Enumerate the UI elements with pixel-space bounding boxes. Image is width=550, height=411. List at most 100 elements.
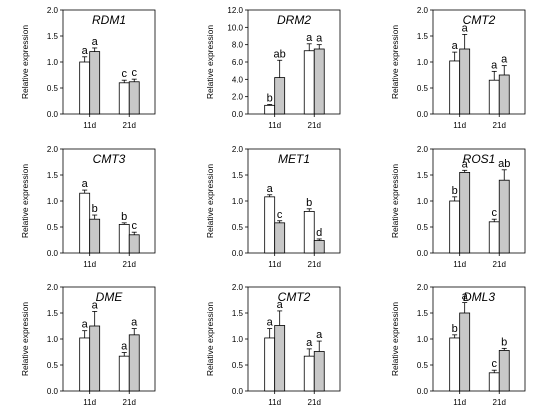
y-tick-label: 4.0 <box>232 75 244 84</box>
significance-letter: ab <box>274 48 286 60</box>
bar <box>498 350 510 392</box>
y-tick-label: 1.0 <box>232 335 244 344</box>
bar <box>264 104 276 115</box>
significance-letter: a <box>82 319 89 331</box>
y-tick-label: 2.0 <box>417 145 429 154</box>
y-tick-label: 1.0 <box>417 335 429 344</box>
significance-letter: a <box>92 299 99 311</box>
significance-letter: c <box>121 68 127 80</box>
y-tick-label: 0.5 <box>417 361 429 370</box>
x-tick-label: 11d <box>453 260 466 269</box>
significance-letter: a <box>452 40 459 52</box>
bar <box>264 196 276 254</box>
bar <box>89 325 101 392</box>
bar <box>274 325 286 392</box>
bar <box>89 218 101 254</box>
y-axis-label: Relative expression <box>205 164 215 238</box>
panel-title: CMT2 <box>278 290 311 304</box>
panel-4: 0.0 0.5 1.0 1.5 2.0 Relative expression MET1 a c… <box>205 145 341 269</box>
significance-letter: a <box>501 54 508 66</box>
bar <box>303 355 315 392</box>
y-tick-label: 1.5 <box>417 32 429 41</box>
y-tick-label: 0.5 <box>47 223 59 232</box>
panel-8: 0.0 0.5 1.0 1.5 2.0 Relative expression DML3 b a… <box>390 283 526 407</box>
x-tick-label: 11d <box>453 121 466 130</box>
significance-letter: c <box>131 67 137 79</box>
y-tick-label: 8.0 <box>232 41 244 50</box>
significance-letter: a <box>267 183 274 195</box>
significance-letter: a <box>462 158 469 170</box>
significance-letter: b <box>92 203 98 215</box>
significance-letter: a <box>462 22 469 34</box>
bar <box>488 372 500 392</box>
x-tick-label: 21d <box>308 121 321 130</box>
y-tick-label: 2.0 <box>232 145 244 154</box>
significance-letter: a <box>92 36 99 48</box>
bar <box>498 74 510 115</box>
x-tick-label: 11d <box>268 260 281 269</box>
bar <box>313 351 325 392</box>
y-axis-label: Relative expression <box>390 25 400 99</box>
x-tick-label: 11d <box>83 398 96 406</box>
significance-letter: a <box>316 329 323 341</box>
x-tick-label: 21d <box>123 121 136 130</box>
y-tick-label: 2.0 <box>47 6 59 15</box>
y-axis-label: Relative expression <box>390 164 400 238</box>
significance-letter: a <box>306 337 313 349</box>
y-tick-label: 1.5 <box>232 171 244 180</box>
panel-title: MET1 <box>278 152 310 166</box>
bar <box>303 50 315 115</box>
y-tick-label: 1.0 <box>417 58 429 67</box>
x-tick-label: 21d <box>123 398 136 406</box>
panel-title: DML3 <box>463 290 495 304</box>
y-axis-label: Relative expression <box>390 302 400 376</box>
bar <box>264 337 276 392</box>
y-tick-label: 1.5 <box>47 309 59 318</box>
significance-letter: a <box>316 33 323 45</box>
y-tick-label: 1.5 <box>47 32 59 41</box>
panel-title: DME <box>96 290 124 304</box>
bar <box>79 192 91 254</box>
bar <box>303 210 315 254</box>
y-axis-label: Relative expression <box>20 25 30 99</box>
y-tick-label: 1.5 <box>47 171 59 180</box>
y-tick-label: 6.0 <box>232 58 244 67</box>
significance-letter: c <box>491 358 497 370</box>
panel-title: DRM2 <box>277 13 311 27</box>
x-tick-label: 21d <box>493 398 506 406</box>
x-tick-label: 21d <box>493 121 506 130</box>
x-tick-label: 11d <box>268 121 281 130</box>
significance-letter: a <box>306 32 313 44</box>
bar <box>488 79 500 115</box>
panel-title: CMT3 <box>93 152 126 166</box>
significance-letter: c <box>131 220 137 232</box>
bar <box>118 223 130 254</box>
significance-letter: b <box>121 211 127 223</box>
panel-0: 0.0 0.5 1.0 1.5 2.0 Relative expression RDM1 aa… <box>20 6 156 130</box>
y-tick-label: 0.0 <box>232 110 244 119</box>
significance-letter: c <box>491 207 497 219</box>
x-tick-label: 21d <box>308 260 321 269</box>
y-tick-label: 0.0 <box>47 110 59 119</box>
y-tick-label: 1.5 <box>232 309 244 318</box>
y-tick-label: 0.5 <box>417 223 429 232</box>
bar <box>128 334 140 392</box>
x-tick-label: 11d <box>83 260 96 269</box>
y-tick-label: 0.5 <box>232 223 244 232</box>
significance-letter: a <box>121 341 128 353</box>
significance-letter: a <box>82 178 89 190</box>
panel-title: CMT2 <box>463 13 496 27</box>
bar <box>498 179 510 254</box>
y-axis-label: Relative expression <box>20 302 30 376</box>
y-tick-label: 0.0 <box>232 387 244 396</box>
y-tick-label: 0.5 <box>232 361 244 370</box>
significance-letter: b <box>267 92 273 104</box>
bar <box>459 171 471 254</box>
x-tick-label: 21d <box>493 260 506 269</box>
y-tick-label: 1.5 <box>417 309 429 318</box>
